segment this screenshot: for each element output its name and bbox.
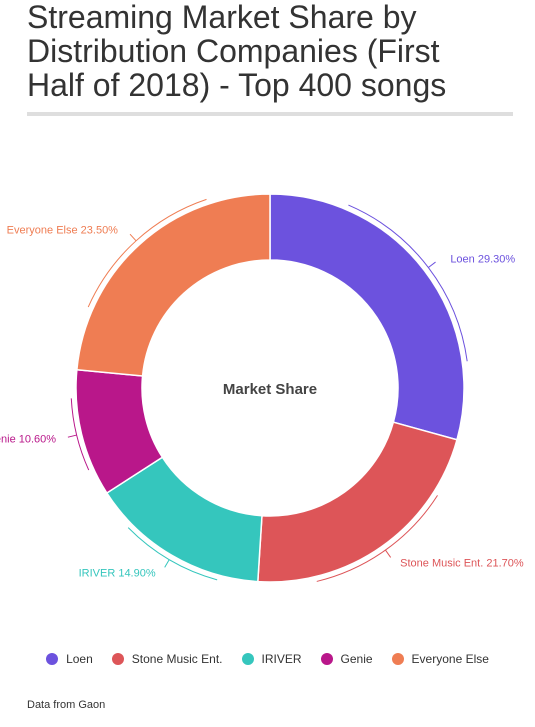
legend-label: Genie bbox=[340, 652, 373, 666]
legend-swatch bbox=[111, 653, 124, 665]
leader-line-iriver bbox=[164, 559, 170, 568]
legend-label: Stone Music Ent. bbox=[131, 652, 223, 666]
legend-item-iriver[interactable]: IRIVER bbox=[241, 652, 302, 666]
legend-item-genie[interactable]: Genie bbox=[320, 652, 373, 666]
leader-line-stone-music-ent bbox=[385, 549, 392, 558]
leader-line-loen bbox=[428, 261, 436, 268]
legend-item-loen[interactable]: Loen bbox=[46, 652, 93, 666]
leader-bracket-stone-music-ent bbox=[316, 495, 438, 582]
leader-line-everyone-else bbox=[129, 233, 137, 242]
legend-swatch bbox=[391, 653, 404, 665]
legend-swatch bbox=[241, 653, 254, 665]
legend-label: IRIVER bbox=[261, 652, 302, 666]
legend-label: Everyone Else bbox=[411, 652, 489, 666]
data-label-stone-music-ent: Stone Music Ent. 21.70% bbox=[400, 557, 524, 569]
legend-item-stone-music[interactable]: Stone Music Ent. bbox=[111, 652, 223, 666]
legend-label: Loen bbox=[66, 652, 93, 666]
legend: Loen Stone Music Ent. IRIVER Genie Every… bbox=[0, 652, 535, 666]
leader-bracket-iriver bbox=[127, 527, 218, 581]
donut-chart: Loen 29.30% Stone Music Ent. 21.70% IRIVER… bbox=[0, 193, 524, 583]
donut-slice-everyone-else[interactable] bbox=[76, 193, 271, 377]
leader-bracket-genie bbox=[70, 398, 90, 471]
data-label-loen: Loen 29.30% bbox=[450, 253, 515, 265]
data-source: Data from Gaon bbox=[27, 699, 106, 711]
chart-title: Streaming Market Share by Distribution C… bbox=[27, 0, 447, 103]
leader-line-genie bbox=[67, 434, 77, 438]
donut-slice-loen[interactable] bbox=[269, 193, 465, 441]
data-label-everyone-else: Everyone Else 23.50% bbox=[7, 225, 119, 237]
data-label-genie: Genie 10.60% bbox=[0, 434, 56, 446]
leader-bracket-loen bbox=[348, 204, 468, 362]
data-label-iriver: IRIVER 14.90% bbox=[79, 568, 156, 580]
donut-center-label: Market Share bbox=[223, 381, 317, 398]
legend-swatch bbox=[46, 653, 59, 665]
legend-item-everyone-else[interactable]: Everyone Else bbox=[391, 652, 489, 666]
title-divider bbox=[27, 112, 513, 116]
legend-swatch bbox=[320, 653, 333, 665]
